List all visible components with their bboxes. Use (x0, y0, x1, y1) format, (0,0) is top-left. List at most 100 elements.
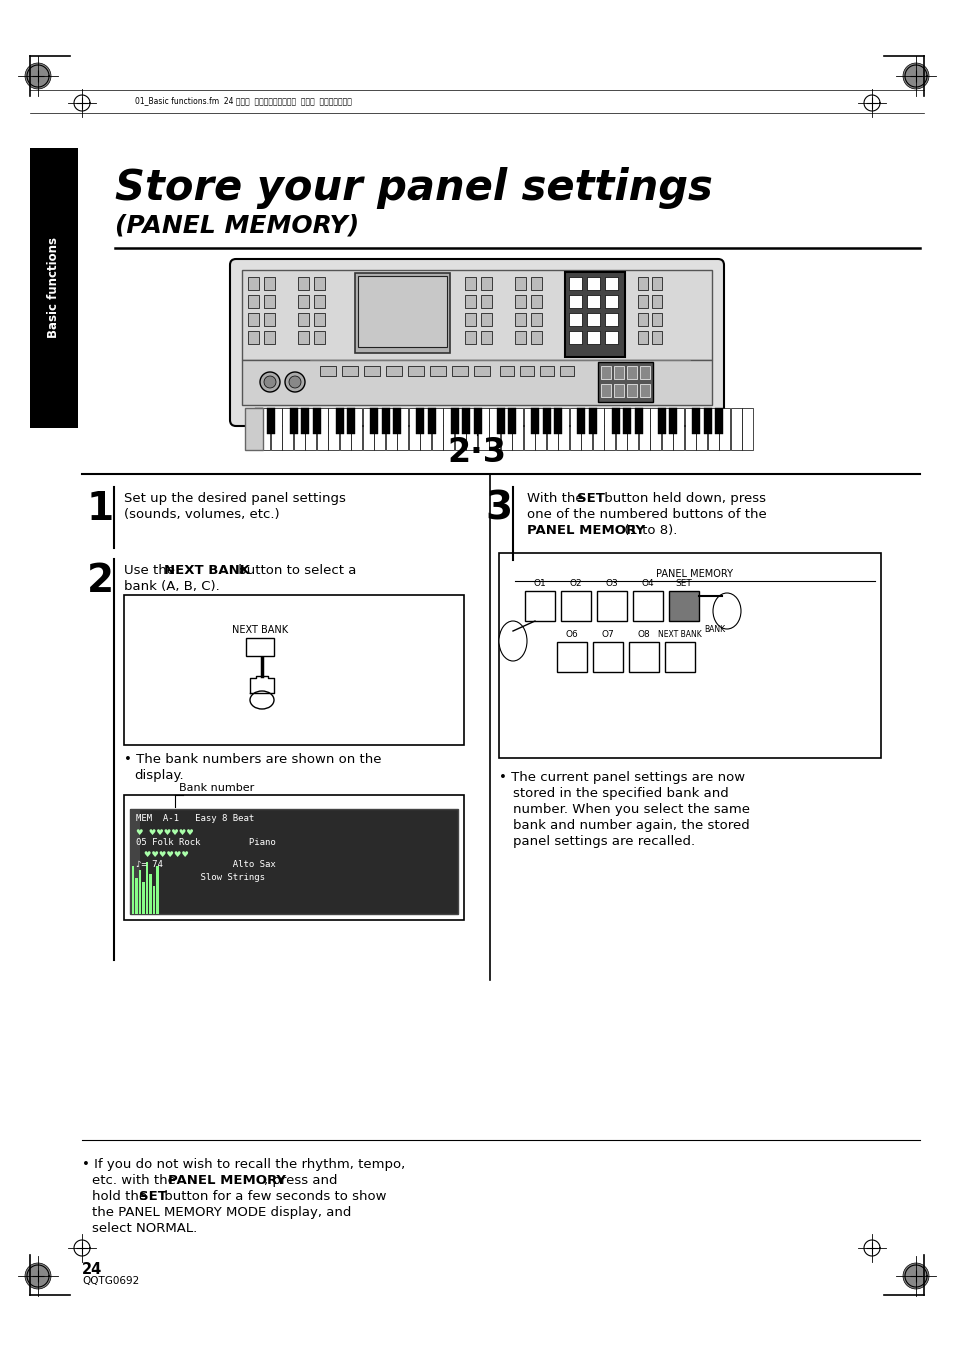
Text: one of the numbered buttons of the: one of the numbered buttons of the (526, 508, 766, 521)
Bar (524, 590, 555, 621)
Bar (282, 408, 294, 450)
Bar (451, 408, 458, 434)
Bar (586, 331, 599, 345)
Bar (430, 366, 446, 376)
Text: QQTG0692: QQTG0692 (82, 1275, 139, 1286)
Bar (707, 408, 719, 450)
Bar (635, 408, 642, 434)
Bar (650, 408, 660, 450)
Bar (658, 408, 665, 434)
Bar (146, 862, 149, 915)
Bar (703, 408, 711, 434)
Bar (351, 408, 362, 450)
Text: panel settings are recalled.: panel settings are recalled. (513, 835, 695, 848)
Bar (255, 408, 263, 434)
Text: • The bank numbers are shown on the: • The bank numbers are shown on the (124, 753, 381, 766)
Bar (604, 313, 618, 326)
Bar (242, 359, 711, 405)
Bar (248, 295, 258, 308)
Bar (264, 331, 274, 345)
Bar (464, 295, 476, 308)
Bar (355, 273, 450, 353)
Text: (sounds, volumes, etc.): (sounds, volumes, etc.) (124, 508, 279, 521)
Bar (408, 366, 423, 376)
Text: 1: 1 (87, 490, 113, 528)
Bar (651, 295, 661, 308)
Bar (558, 408, 569, 450)
Bar (464, 331, 476, 345)
Bar (313, 408, 320, 434)
Bar (480, 277, 492, 290)
Bar (477, 408, 489, 450)
Text: display.: display. (133, 769, 183, 782)
Text: ♪= 74             Alto Sax: ♪= 74 Alto Sax (136, 861, 275, 869)
Bar (156, 866, 159, 915)
Bar (499, 366, 514, 376)
Text: O3: O3 (605, 580, 618, 588)
Bar (581, 408, 592, 450)
Bar (30, 149, 78, 428)
Bar (627, 408, 638, 450)
Bar (515, 295, 525, 308)
Bar (531, 408, 538, 434)
Circle shape (289, 376, 301, 388)
Bar (480, 313, 492, 326)
Bar (132, 866, 134, 915)
Bar (245, 408, 263, 450)
Bar (416, 408, 424, 434)
Text: O1: O1 (533, 580, 546, 588)
Text: Store your panel settings: Store your panel settings (115, 168, 712, 209)
Polygon shape (250, 676, 274, 693)
Bar (474, 408, 481, 434)
Text: Bank number: Bank number (179, 784, 254, 793)
Bar (569, 408, 580, 450)
Text: Set up the desired panel settings: Set up the desired panel settings (124, 492, 346, 505)
Bar (600, 366, 610, 380)
Bar (611, 408, 619, 434)
Text: 2: 2 (87, 562, 113, 600)
Bar (290, 408, 297, 434)
Bar (462, 408, 470, 434)
Bar (730, 408, 741, 450)
Bar (264, 295, 274, 308)
Text: (PANEL MEMORY): (PANEL MEMORY) (115, 213, 358, 236)
Bar (316, 408, 328, 450)
Bar (409, 408, 419, 450)
Bar (432, 408, 442, 450)
Text: O6: O6 (565, 630, 578, 639)
Text: MEM  A-1   Easy 8 Beat: MEM A-1 Easy 8 Beat (136, 815, 254, 823)
Bar (600, 384, 610, 397)
Text: PANEL MEMORY: PANEL MEMORY (656, 569, 733, 580)
Bar (577, 408, 585, 434)
Bar (130, 809, 140, 915)
Bar (604, 331, 618, 345)
Bar (604, 295, 618, 308)
Text: button held down, press: button held down, press (599, 492, 765, 505)
Bar (393, 408, 401, 434)
Bar (271, 408, 282, 450)
Bar (375, 408, 385, 450)
Bar (381, 408, 390, 434)
Bar (639, 384, 649, 397)
Bar (314, 295, 325, 308)
Bar (623, 408, 631, 434)
Bar (301, 408, 309, 434)
Text: PANEL MEMORY: PANEL MEMORY (168, 1174, 286, 1188)
Bar (248, 277, 258, 290)
Text: O8: O8 (637, 630, 650, 639)
Bar (554, 408, 562, 434)
Text: SET: SET (139, 1190, 167, 1202)
Bar (568, 277, 581, 290)
Bar (512, 408, 523, 450)
Bar (628, 642, 659, 671)
Bar (428, 408, 436, 434)
Text: the PANEL MEMORY MODE display, and: the PANEL MEMORY MODE display, and (91, 1206, 351, 1219)
Bar (466, 408, 477, 450)
Text: NEXT BANK: NEXT BANK (232, 626, 288, 635)
Bar (364, 366, 379, 376)
Bar (586, 313, 599, 326)
Bar (135, 878, 138, 915)
Bar (638, 295, 647, 308)
Text: (1 to 8).: (1 to 8). (619, 524, 677, 536)
Text: • If you do not wish to recall the rhythm, tempo,: • If you do not wish to recall the rhyth… (82, 1158, 405, 1171)
